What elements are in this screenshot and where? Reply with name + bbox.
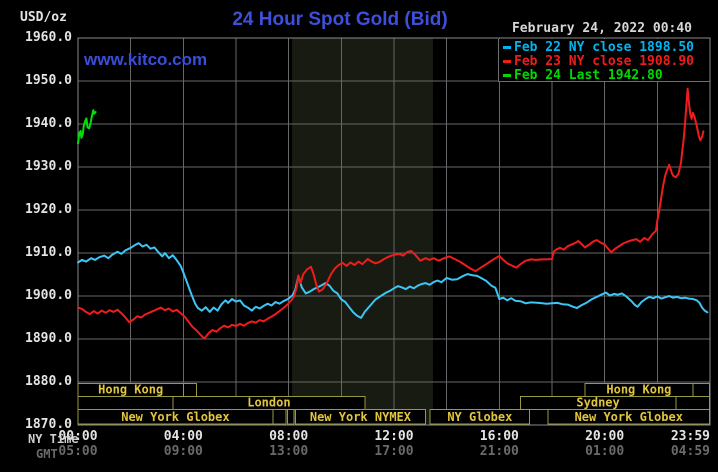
price-series-feb-22 bbox=[77, 242, 709, 319]
session-label-new-york-globex: New York Globex bbox=[575, 410, 683, 424]
session-label-ny-globex: NY Globex bbox=[447, 410, 512, 424]
y-axis-tick-label: 1890.0 bbox=[25, 331, 72, 346]
y-axis-tick-label: 1950.0 bbox=[25, 73, 72, 88]
ny-time-axis-label: NY Time bbox=[28, 432, 79, 446]
ny-time-tick-label: 04:00 bbox=[163, 429, 203, 444]
gmt-tick-label: 04:59 bbox=[670, 444, 710, 459]
y-axis-tick-label: 1960.0 bbox=[25, 30, 72, 45]
legend-text: Feb 23 NY close 1908.90 bbox=[514, 53, 695, 69]
legend: Feb 22 NY close 1898.50 Feb 23 NY close 1… bbox=[498, 39, 709, 83]
session-label-new-york-globex: New York Globex bbox=[121, 410, 229, 424]
legend-marker bbox=[503, 73, 511, 77]
gmt-axis-label: GMT bbox=[36, 447, 58, 461]
session-label-hong-kong: Hong Kong bbox=[98, 383, 163, 397]
ny-time-tick-label: 16:00 bbox=[479, 429, 519, 444]
gmt-tick-label: 01:00 bbox=[585, 444, 625, 459]
legend-row: Feb 22 NY close 1898.50 bbox=[503, 39, 709, 55]
session-box bbox=[77, 396, 174, 410]
legend-text: Feb 24 Last 1942.80 bbox=[514, 67, 663, 83]
ny-time-tick-label: 23:59 bbox=[670, 429, 710, 444]
y-axis-tick-label: 1930.0 bbox=[25, 159, 72, 174]
nymex-session-shading bbox=[292, 38, 433, 425]
legend-row: Feb 23 NY close 1908.90 bbox=[503, 53, 709, 69]
legend-marker bbox=[503, 59, 511, 63]
ny-time-tick-label: 20:00 bbox=[585, 429, 625, 444]
gmt-tick-label: 09:00 bbox=[163, 444, 203, 459]
session-box bbox=[692, 383, 710, 397]
session-box bbox=[547, 409, 710, 425]
price-series-feb-23 bbox=[77, 87, 705, 340]
session-box bbox=[286, 409, 295, 425]
session-box bbox=[294, 409, 427, 425]
y-axis-tick-label: 1940.0 bbox=[25, 116, 72, 131]
ny-time-tick-label: 08:00 bbox=[269, 429, 309, 444]
price-series-feb-24 bbox=[77, 109, 97, 145]
session-box bbox=[182, 383, 197, 397]
legend-row: Feb 24 Last 1942.80 bbox=[503, 67, 709, 83]
y-axis-tick-label: 1920.0 bbox=[25, 202, 72, 217]
datetime-label: February 24, 2022 00:40 bbox=[511, 21, 692, 36]
gmt-tick-label: 21:00 bbox=[479, 444, 519, 459]
y-axis-units-label: USD/oz bbox=[20, 10, 67, 25]
session-label-sydney: Sydney bbox=[576, 396, 619, 410]
ny-time-tick-label: 00:00 bbox=[58, 429, 98, 444]
session-box bbox=[429, 409, 531, 425]
session-box bbox=[272, 409, 287, 425]
gmt-tick-label: 13:00 bbox=[269, 444, 309, 459]
session-box bbox=[675, 396, 710, 410]
y-axis-tick-label: 1870.0 bbox=[25, 417, 72, 432]
chart-title: 24 Hour Spot Gold (Bid) bbox=[232, 9, 448, 30]
session-label-london: London bbox=[247, 396, 290, 410]
y-axis-tick-label: 1900.0 bbox=[25, 288, 72, 303]
gmt-tick-label: 17:00 bbox=[374, 444, 414, 459]
kitco-watermark: www.kitco.com bbox=[84, 50, 208, 69]
y-axis-tick-label: 1910.0 bbox=[25, 245, 72, 260]
plot-border bbox=[77, 37, 711, 426]
legend-text: Feb 22 NY close 1898.50 bbox=[514, 39, 695, 55]
legend-marker bbox=[503, 45, 511, 49]
session-label-new-york-nymex: New York NYMEX bbox=[310, 410, 412, 424]
gmt-tick-label: 05:00 bbox=[58, 444, 98, 459]
session-label-hong-kong: Hong Kong bbox=[606, 383, 671, 397]
ny-time-tick-label: 12:00 bbox=[374, 429, 414, 444]
y-axis-tick-label: 1880.0 bbox=[25, 374, 72, 389]
